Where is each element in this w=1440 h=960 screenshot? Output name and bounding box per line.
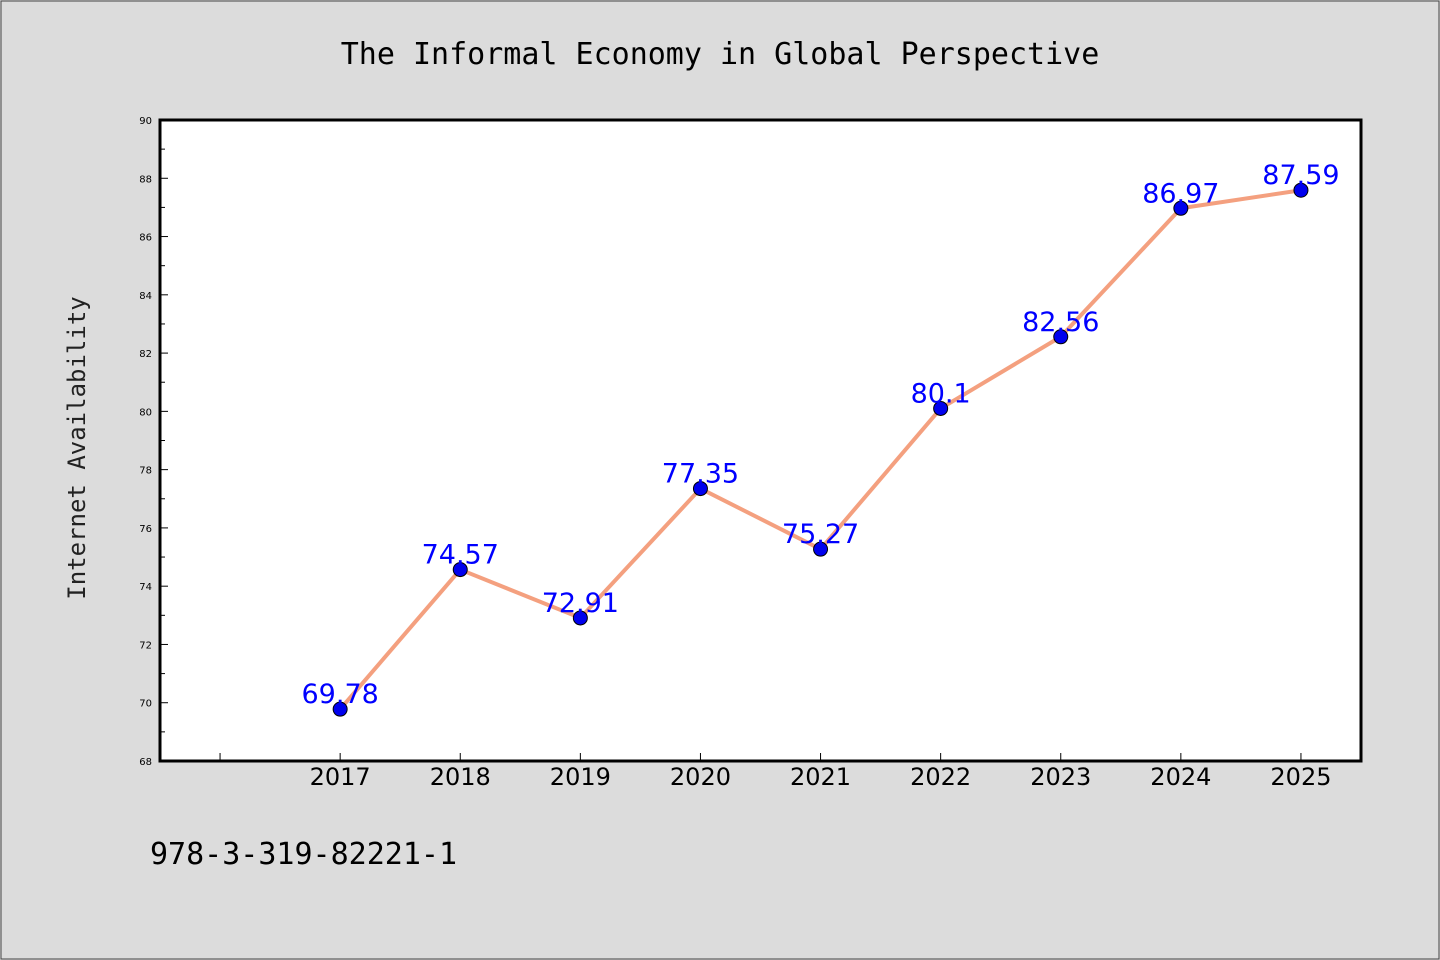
x-tick-label: 2017 [310,763,371,791]
y-tick-label: 90 [139,116,152,127]
data-point [1173,200,1189,216]
data-point [813,541,829,557]
data-label: 87.59 [1262,160,1339,191]
isbn-text: 978-3-319-82221-1 [150,837,457,872]
y-tick-label: 80 [139,407,152,418]
y-tick-label: 84 [139,291,152,302]
data-point [692,481,708,497]
data-point [332,701,348,717]
data-point [452,562,468,578]
x-tick-label: 2018 [430,763,491,791]
x-tick-label: 2023 [1030,763,1091,791]
data-point [572,610,588,626]
data-label: 77.35 [662,459,739,490]
x-tick-label: 2025 [1270,763,1331,791]
data-point [1053,329,1069,345]
plot-area [158,118,1363,763]
y-tick-label: 86 [139,233,152,244]
x-tick-label: 2024 [1150,763,1211,791]
y-tick-label: 74 [139,582,152,593]
data-label: 74.57 [422,540,499,571]
data-label: 82.56 [1022,307,1099,338]
series-internet-availability [332,182,1309,717]
x-tick-label: 2022 [910,763,971,791]
data-label: 75.27 [782,519,859,550]
data-labels: 69.78 74.57 72.91 77.35 75.27 80.1 82.56 86.97 8… [302,160,1340,710]
data-point [1293,182,1309,198]
y-axis-label: Internet Availability [63,296,91,599]
y-tick-label: 70 [139,699,152,710]
y-tick-label: 68 [139,757,152,768]
y-tick-label: 72 [139,640,152,651]
axis-ticks: 68 70 72 74 76 78 80 82 84 86 88 90 2017 2018 2019 2020… [139,116,1331,791]
y-tick-label: 76 [139,524,152,535]
x-tick-label: 2020 [670,763,731,791]
y-tick-label: 88 [139,174,152,185]
x-tick-label: 2019 [550,763,611,791]
chart-title: The Informal Economy in Global Perspecti… [341,37,1100,72]
data-label: 86.97 [1142,178,1219,209]
y-tick-label: 78 [139,466,152,477]
data-label: 72.91 [542,588,619,619]
x-tick-label: 2021 [790,763,851,791]
data-label: 80.1 [911,378,971,409]
data-label: 69.78 [302,679,379,710]
y-tick-label: 82 [139,349,152,360]
data-point [933,400,949,416]
